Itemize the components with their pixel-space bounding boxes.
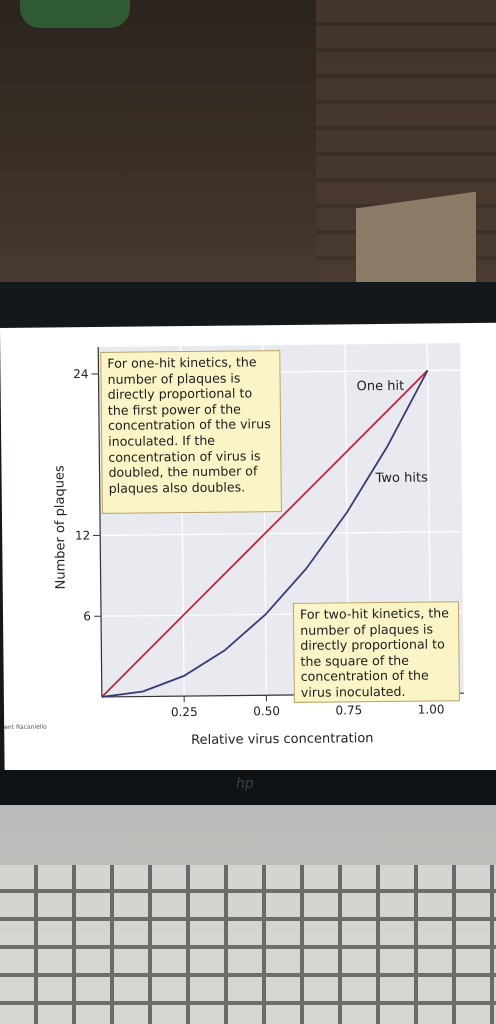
y-axis — [97, 346, 103, 697]
hp-logo: hp — [236, 776, 254, 792]
y-tick-label-1: 12 — [75, 529, 90, 543]
background-room — [0, 0, 496, 309]
image-credit: ent Racaniello — [4, 723, 47, 731]
x-tick-label-1: 0.50 — [253, 704, 280, 718]
y-gridline-1 — [100, 531, 463, 537]
x-tick-label-2: 0.75 — [335, 703, 362, 717]
annotation-one-hit: For one-hit kinetics, the number of plaq… — [100, 350, 282, 514]
x-axis-label: Relative virus concentration — [191, 731, 374, 748]
y-axis-label: Number of plaques — [52, 465, 68, 589]
x-tick-label-0: 0.25 — [171, 705, 198, 719]
y-tick-label-0: 6 — [83, 609, 91, 623]
y-tick-label-2: 24 — [73, 367, 88, 381]
series-line-one-hit — [101, 369, 429, 698]
plant-pot — [20, 0, 130, 28]
legend-two-hits: Two hits — [375, 471, 429, 487]
annotation-two-hits: For two-hit kinetics, the number of plaq… — [292, 601, 460, 703]
x-tick-label-3: 1.00 — [418, 702, 445, 716]
laptop-screen: 0.25 0.50 0.75 1.00 6 12 24 Number of plaques … — [0, 322, 496, 778]
keyboard-rows — [0, 865, 496, 1024]
series-line-two-hits — [101, 370, 429, 698]
screen-bottom-bezel — [0, 770, 496, 810]
legend-one-hit: One hit — [357, 379, 405, 394]
